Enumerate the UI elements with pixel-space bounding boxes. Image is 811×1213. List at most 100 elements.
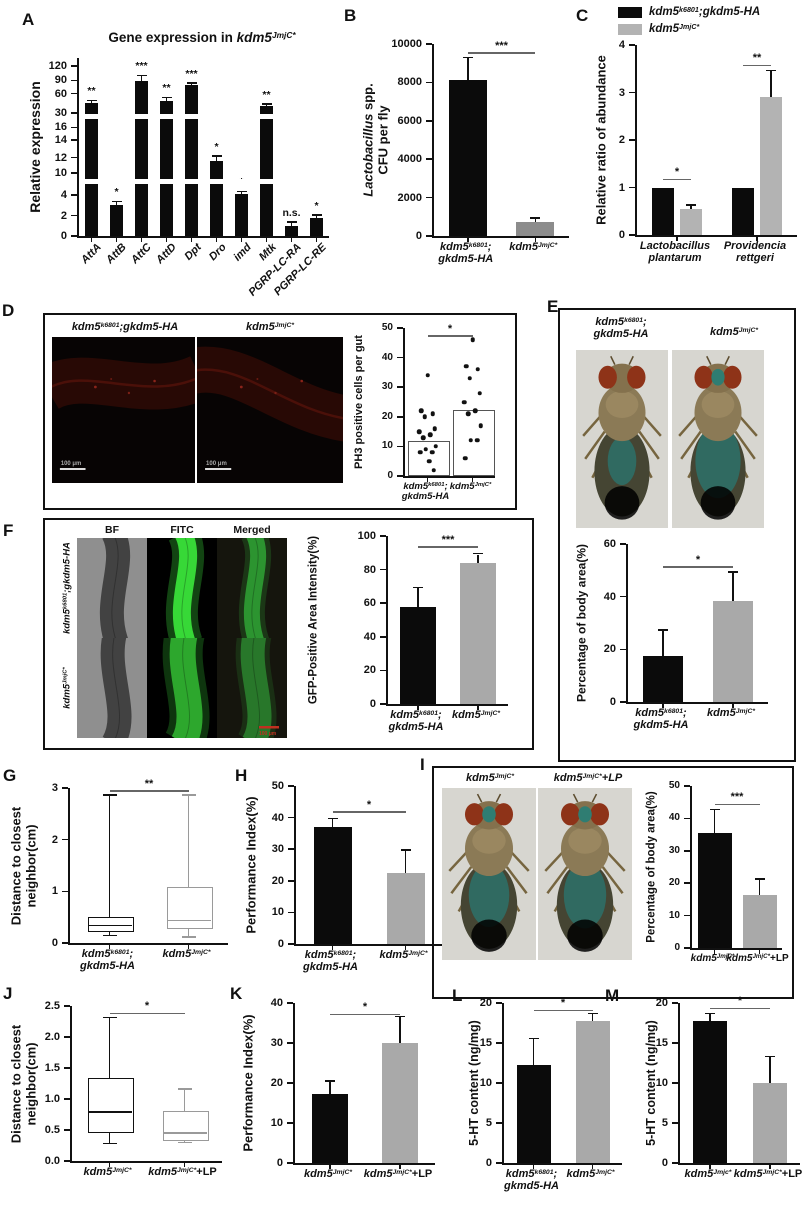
plot-area: ***************n.s.* <box>71 58 329 242</box>
bar <box>400 606 436 704</box>
x-tick <box>769 1165 771 1169</box>
svg-text:100 μm: 100 μm <box>206 461 227 467</box>
y-tick-label: 20 <box>479 997 492 1009</box>
bar <box>697 832 732 948</box>
svg-text:100 μm: 100 μm <box>259 731 277 737</box>
significance-label: * <box>362 1001 368 1013</box>
error-bar <box>532 1039 535 1065</box>
bar <box>310 217 323 236</box>
y-tick-label: 10 <box>381 440 393 452</box>
significance-label: *** <box>441 533 455 546</box>
significance-label: *** <box>185 67 198 80</box>
significance-label: ** <box>144 777 154 790</box>
error-bar <box>331 819 334 828</box>
median-line <box>166 919 211 922</box>
y-tick-label: 2 <box>51 833 58 846</box>
y-tick <box>684 947 690 949</box>
y-tick <box>426 81 432 84</box>
y-tick <box>629 44 635 46</box>
x-tick <box>758 950 761 954</box>
y-tick <box>620 543 626 545</box>
y-tick-label: 40 <box>270 997 283 1009</box>
fly-label-mutant: kdm5JmjC* <box>709 326 759 338</box>
y-tick <box>380 703 386 705</box>
x-category-label: Dpt <box>181 241 204 263</box>
panel-letter-k: K <box>230 984 243 1003</box>
y-tick-label: 50 <box>381 322 393 333</box>
error-bar-cap <box>86 99 97 102</box>
panel-f-box: BF FITC Merged kdm5k6801;gkdm5-HA kdm5Jm… <box>43 518 534 750</box>
x-category-label: kdm5JmjC*+LP <box>148 1166 217 1178</box>
whisker-cap <box>102 1142 117 1145</box>
chart-body-area-i: *** 0 10 20 30 40 50 Percentage of body area(%)… <box>640 772 789 992</box>
chart-lactobacillus-cfu: *** 0 2000 4000 6000 8000 10000 Lactobacillus s… <box>348 22 575 294</box>
y-tick-label: 30 <box>54 107 67 120</box>
significance-label: ** <box>752 52 762 65</box>
x-tick <box>756 237 758 241</box>
error-bar-cap <box>705 1012 715 1015</box>
data-point <box>427 458 432 464</box>
svg-text:100 μm: 100 μm <box>61 461 81 467</box>
chart-gfp-intensity: *** 0 20 40 60 80 100 GFP-Positive Area Intensi… <box>298 526 528 742</box>
error-bar <box>115 202 118 206</box>
y-tick <box>64 1160 70 1162</box>
data-point <box>420 435 426 440</box>
plot-area: * <box>397 323 495 482</box>
y-tick-label: 40 <box>271 811 284 824</box>
y-axis-label: Distance to closest neighbor(cm) <box>8 1024 38 1143</box>
y-tick-label: 0 <box>60 230 67 242</box>
x-category-label: kdm5JmjC* <box>162 948 211 960</box>
y-tick-label: 20 <box>668 877 680 889</box>
y-tick <box>62 838 68 841</box>
chart-relative-abundance: kdm5k6801;gkdm5-HA kdm5JmjC* * ** 0 1 2 3 4 Rela… <box>588 6 811 296</box>
panel-letter-h: H <box>235 766 248 785</box>
y-tick-label: 90 <box>54 74 67 87</box>
y-tick-label: 0 <box>415 230 422 242</box>
bar <box>312 1093 348 1163</box>
y-axis-label: 5-HT content (ng/mg) <box>467 1020 481 1146</box>
bar <box>260 106 273 236</box>
error-bar-cap <box>236 190 247 193</box>
x-tick <box>732 704 734 708</box>
legend-swatch <box>618 6 642 18</box>
y-tick <box>684 850 690 852</box>
x-category-label: Lactobacillus plantarum <box>639 240 711 264</box>
error-bar-cap <box>161 96 172 99</box>
significance-line <box>467 52 536 54</box>
y-tick-label: 40 <box>668 812 680 824</box>
y-tick-label: 10 <box>668 909 680 921</box>
plot-area: *** <box>380 533 508 710</box>
y-axis-label: Percentage of body area(%) <box>645 791 658 943</box>
data-point <box>417 429 422 434</box>
x-tick <box>417 706 419 710</box>
row-label-control: kdm5k6801;gkdm5-HA <box>61 542 73 634</box>
bar <box>693 1021 727 1163</box>
fly-photo-control <box>576 350 668 528</box>
error-bar <box>534 218 536 222</box>
y-tick <box>684 882 690 884</box>
y-tick <box>397 445 403 448</box>
panel-letter-g: G <box>3 766 17 785</box>
chart-body-area-e: * 0 20 40 60 Percentage of body area(%) kdm5k6… <box>566 532 788 756</box>
x-tick <box>240 238 243 242</box>
gut-image-merged-row2: 100 μm <box>217 638 287 738</box>
y-axis-label: Relative ratio of abundance <box>593 55 609 225</box>
x-tick <box>532 1165 535 1169</box>
y-tick-label: 40 <box>363 630 376 643</box>
data-point <box>432 426 437 431</box>
x-category-label: imd <box>230 241 254 264</box>
y-tick <box>426 235 432 237</box>
panel-letter-l: L <box>452 986 463 1005</box>
whisker <box>187 795 190 938</box>
error-bar-cap <box>400 849 411 851</box>
whisker <box>108 795 111 937</box>
significance-label: * <box>674 166 680 179</box>
data-point <box>430 411 436 417</box>
significance-label: *** <box>730 791 744 804</box>
data-point <box>465 411 471 417</box>
y-tick-label: 10 <box>655 1077 668 1089</box>
y-tick <box>684 914 690 917</box>
y-tick-label: 0.5 <box>44 1124 60 1136</box>
axis-break <box>79 114 329 120</box>
y-tick-label: 0 <box>369 698 376 710</box>
